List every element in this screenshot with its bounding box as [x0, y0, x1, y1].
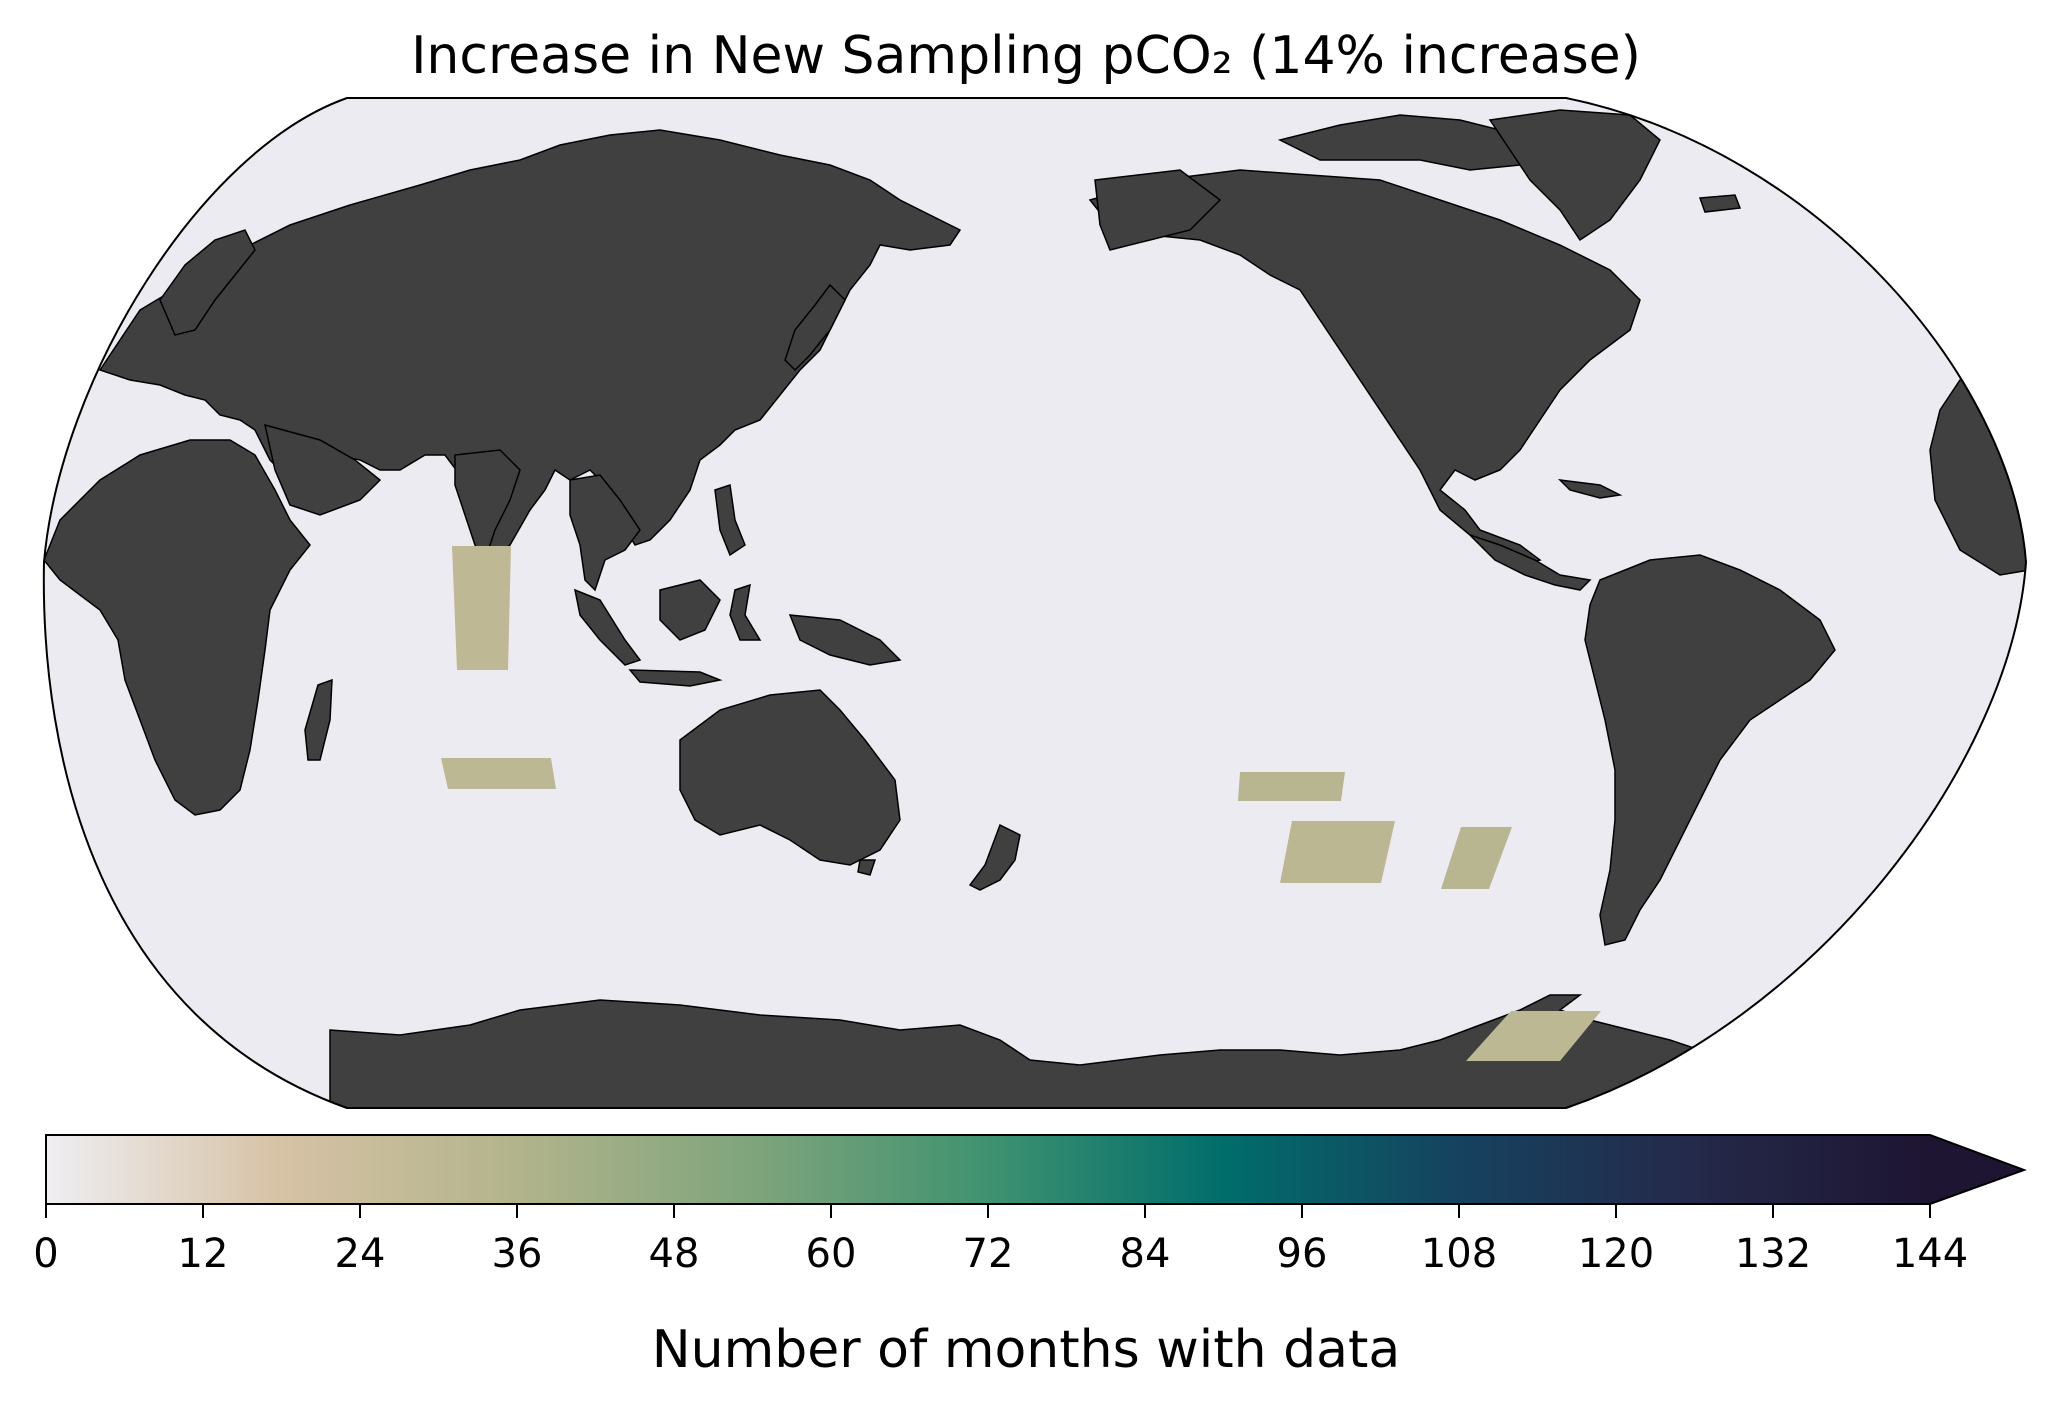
australia: [679, 689, 901, 866]
colorbar-tick-label: 72: [963, 1231, 1014, 1277]
colorbar-ticks: 0 12 24 36 48 60 72 84 96 108 120 132 144: [33, 1204, 1968, 1277]
colorbar-tick-label: 12: [178, 1231, 229, 1277]
colorbar-extend-triangle: [1930, 1135, 2024, 1204]
madagascar: [304, 678, 333, 761]
southeast-asia: [569, 474, 641, 592]
sampled-region-cell: [452, 546, 511, 670]
sumatra: [573, 588, 642, 666]
arabia: [263, 423, 382, 516]
central-america: [1469, 534, 1592, 591]
colorbar-tick-label: 24: [335, 1231, 386, 1277]
philippines: [714, 484, 746, 557]
sampled-region-cell: [1466, 1011, 1601, 1061]
japan: [784, 283, 846, 372]
java: [628, 669, 723, 687]
colorbar-tick-label: 120: [1578, 1231, 1654, 1277]
sampled-regions-layer: [441, 546, 1601, 1061]
iceland: [1698, 194, 1742, 213]
colorbar-tick-label: 96: [1277, 1231, 1328, 1277]
caribbean: [1557, 478, 1623, 499]
colorbar-gradient-bar: [46, 1135, 1930, 1204]
colorbar-tick-label: 108: [1421, 1231, 1497, 1277]
greenland: [1488, 109, 1661, 242]
colorbar-tick-label: 84: [1120, 1231, 1171, 1277]
land-layer: [43, 109, 2026, 1108]
colorbar-tick-label: 144: [1892, 1231, 1968, 1277]
colorbar-tick-label: 60: [806, 1231, 857, 1277]
colorbar: 0 12 24 36 48 60 72 84 96 108 120 132 144: [33, 1134, 2027, 1277]
colorbar-label: Number of months with data: [651, 1320, 1401, 1380]
north-america: [1088, 169, 1641, 566]
borneo: [659, 579, 721, 641]
antarctica: [329, 994, 1731, 1108]
sulawesi: [729, 583, 762, 641]
alaska: [1094, 169, 1222, 251]
sampled-region-cell: [1441, 827, 1512, 889]
sampled-region-cell: [1238, 772, 1345, 801]
africa: [43, 439, 311, 816]
new-zealand: [968, 823, 1021, 891]
colorbar-tick-label: 36: [492, 1231, 543, 1277]
map-title: Increase in New Sampling pCO₂ (14% incre…: [411, 26, 1641, 86]
sampled-region-cell: [1280, 821, 1395, 883]
colorbar-tick-label: 0: [33, 1231, 58, 1277]
iberia: [1929, 289, 1976, 341]
sampled-region-cell: [441, 758, 556, 789]
tasmania: [857, 859, 877, 876]
scandinavia: [159, 229, 256, 336]
colorbar-tick-label: 48: [649, 1231, 700, 1277]
south-america: [1584, 554, 1836, 946]
new-guinea: [788, 614, 902, 666]
india: [454, 449, 521, 562]
colorbar-outline: [45, 1134, 2027, 1205]
globe-outline: [42, 97, 2028, 1109]
colorbar-tick-label: 132: [1735, 1231, 1811, 1277]
british-isles: [1879, 216, 1901, 252]
